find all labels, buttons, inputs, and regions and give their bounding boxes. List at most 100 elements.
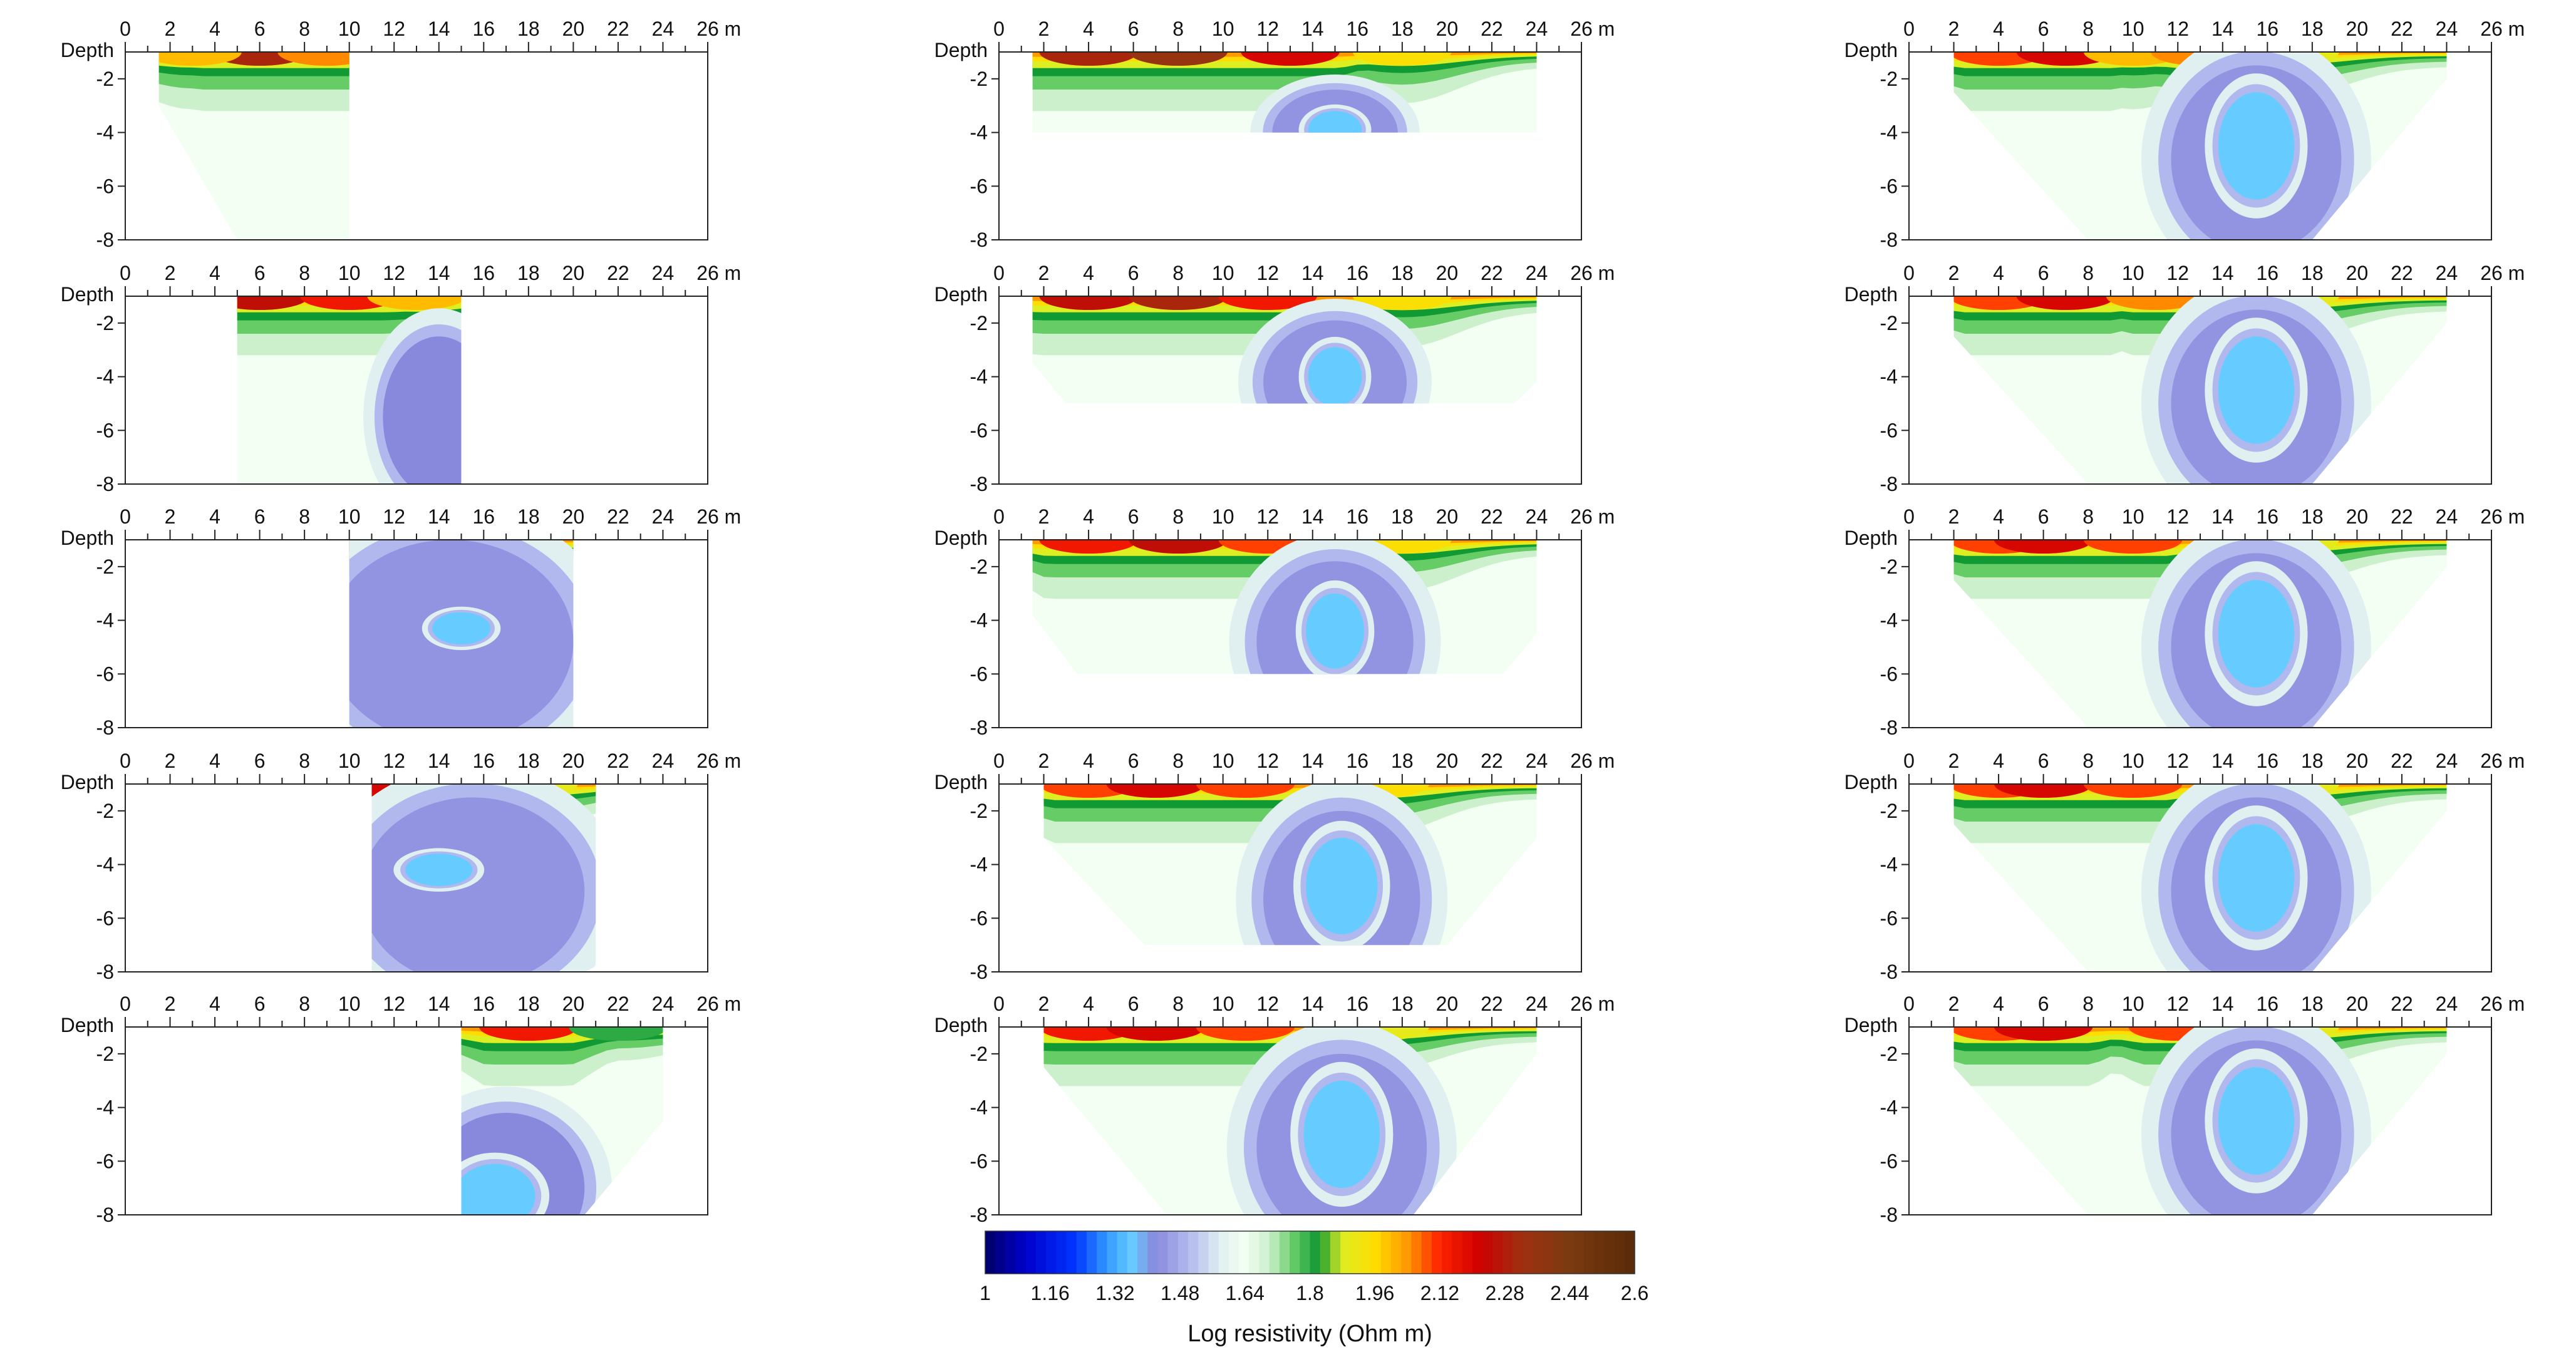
x-tick-label: 4 bbox=[1083, 750, 1094, 772]
colorbar-swatch bbox=[1340, 1231, 1351, 1274]
surface-anomaly bbox=[237, 296, 309, 310]
y-tick-label: -4 bbox=[1880, 854, 1898, 876]
x-tick-label: 2 bbox=[1948, 262, 1960, 284]
x-tick-label: 10 bbox=[2122, 750, 2144, 772]
depth-axis-title: Depth bbox=[934, 39, 988, 61]
x-tick-label: 4 bbox=[1993, 18, 2004, 40]
x-tick-label: 4 bbox=[209, 262, 220, 284]
x-tick-label: 16 bbox=[2257, 750, 2279, 772]
conductive-body bbox=[2218, 824, 2295, 932]
x-tick-label: 24 bbox=[652, 18, 675, 40]
x-tick-label: 0 bbox=[120, 505, 131, 528]
colorbar-swatch bbox=[1401, 1231, 1412, 1274]
x-tick-label: 14 bbox=[1301, 505, 1324, 528]
x-tick-label: 18 bbox=[2301, 993, 2324, 1015]
surface-anomaly bbox=[1129, 52, 1228, 66]
x-tick-label: 18 bbox=[1391, 18, 1414, 40]
x-tick-label: 8 bbox=[299, 18, 310, 40]
x-tick-label: 24 bbox=[652, 505, 675, 528]
x-tick-label: 4 bbox=[209, 750, 220, 772]
colorbar-swatch bbox=[1290, 1231, 1300, 1274]
x-tick-label: 16 bbox=[473, 505, 495, 528]
colorbar-swatch bbox=[1442, 1231, 1452, 1274]
colorbar-swatch bbox=[1421, 1231, 1432, 1274]
colorbar-tick-label: 1.96 bbox=[1355, 1282, 1394, 1304]
x-unit-label: m bbox=[725, 262, 742, 284]
x-tick-label: 20 bbox=[562, 750, 585, 772]
colorbar-swatch bbox=[1300, 1231, 1311, 1274]
x-tick-label: 22 bbox=[607, 505, 629, 528]
conductive-body bbox=[383, 336, 462, 484]
x-unit-label: m bbox=[725, 18, 742, 40]
x-tick-label: 6 bbox=[1128, 993, 1139, 1015]
colorbar-swatch bbox=[985, 1231, 996, 1274]
colorbar-swatch bbox=[1370, 1231, 1382, 1274]
x-tick-label: 12 bbox=[2166, 993, 2189, 1015]
panel-fill bbox=[1953, 540, 2447, 728]
conductive-body bbox=[371, 797, 585, 972]
x-tick-label: 16 bbox=[1347, 262, 1369, 284]
x-tick-label: 6 bbox=[254, 262, 266, 284]
x-tick-label: 16 bbox=[1347, 18, 1369, 40]
surface-anomaly bbox=[1994, 1027, 2093, 1041]
colorbar-swatch bbox=[1066, 1231, 1077, 1274]
x-tick-label: 12 bbox=[383, 505, 405, 528]
panel-fill bbox=[461, 1027, 663, 1215]
x-tick-label: 10 bbox=[1212, 750, 1234, 772]
conductive-body bbox=[2218, 92, 2295, 200]
y-tick-label: -4 bbox=[1880, 366, 1898, 388]
y-tick-label: -2 bbox=[1880, 68, 1898, 90]
colorbar-swatch bbox=[995, 1231, 1006, 1274]
x-tick-label: 26 bbox=[2480, 505, 2503, 528]
depth-axis-title: Depth bbox=[61, 527, 114, 549]
y-tick-label: -4 bbox=[970, 121, 988, 144]
x-tick-label: 20 bbox=[562, 993, 585, 1015]
conductive-body bbox=[1308, 347, 1362, 404]
colorbar-swatch bbox=[1157, 1231, 1169, 1274]
colorbar-swatch bbox=[1472, 1231, 1483, 1274]
y-tick-label: -2 bbox=[96, 1043, 114, 1065]
colorbar-swatch bbox=[1198, 1231, 1209, 1274]
x-tick-label: 8 bbox=[2082, 993, 2094, 1015]
depth-axis-title: Depth bbox=[1844, 771, 1898, 793]
y-tick-label: -6 bbox=[970, 907, 988, 929]
x-tick-label: 12 bbox=[383, 750, 405, 772]
x-tick-label: 14 bbox=[2211, 993, 2234, 1015]
x-tick-label: 10 bbox=[1212, 505, 1234, 528]
x-tick-label: 4 bbox=[1083, 262, 1094, 284]
colorbar-tick-label: 1.32 bbox=[1095, 1282, 1134, 1304]
y-tick-label: -8 bbox=[96, 1204, 114, 1226]
colorbar-swatch bbox=[1411, 1231, 1422, 1274]
y-tick-label: -2 bbox=[96, 800, 114, 822]
colorbar-swatch bbox=[1208, 1231, 1219, 1274]
colorbar-swatch bbox=[1015, 1231, 1027, 1274]
x-tick-label: 8 bbox=[1172, 993, 1184, 1015]
panel-fill bbox=[237, 296, 462, 484]
x-unit-label: m bbox=[2508, 750, 2525, 772]
x-tick-label: 24 bbox=[652, 262, 675, 284]
y-tick-label: -8 bbox=[1880, 473, 1898, 495]
y-tick-label: -8 bbox=[96, 229, 114, 251]
y-tick-label: -6 bbox=[970, 1150, 988, 1172]
colorbar-swatch bbox=[1046, 1231, 1057, 1274]
colorbar-swatch bbox=[1269, 1231, 1280, 1274]
x-tick-label: 14 bbox=[2211, 750, 2234, 772]
x-tick-label: 2 bbox=[1948, 18, 1960, 40]
colorbar-swatch bbox=[1452, 1231, 1463, 1274]
surface-anomaly bbox=[2016, 296, 2116, 310]
y-tick-label: -2 bbox=[970, 555, 988, 578]
x-tick-label: 8 bbox=[2082, 18, 2094, 40]
x-tick-label: 14 bbox=[1301, 262, 1324, 284]
x-tick-label: 2 bbox=[1038, 18, 1050, 40]
x-tick-label: 8 bbox=[299, 750, 310, 772]
x-tick-label: 16 bbox=[473, 18, 495, 40]
y-tick-label: -4 bbox=[96, 854, 114, 876]
x-unit-label: m bbox=[1598, 750, 1615, 772]
surface-anomaly bbox=[1196, 1027, 1295, 1041]
x-tick-label: 18 bbox=[1391, 505, 1414, 528]
depth-axis-title: Depth bbox=[934, 283, 988, 306]
x-tick-label: 8 bbox=[299, 262, 310, 284]
panel-fill bbox=[1032, 296, 1537, 404]
